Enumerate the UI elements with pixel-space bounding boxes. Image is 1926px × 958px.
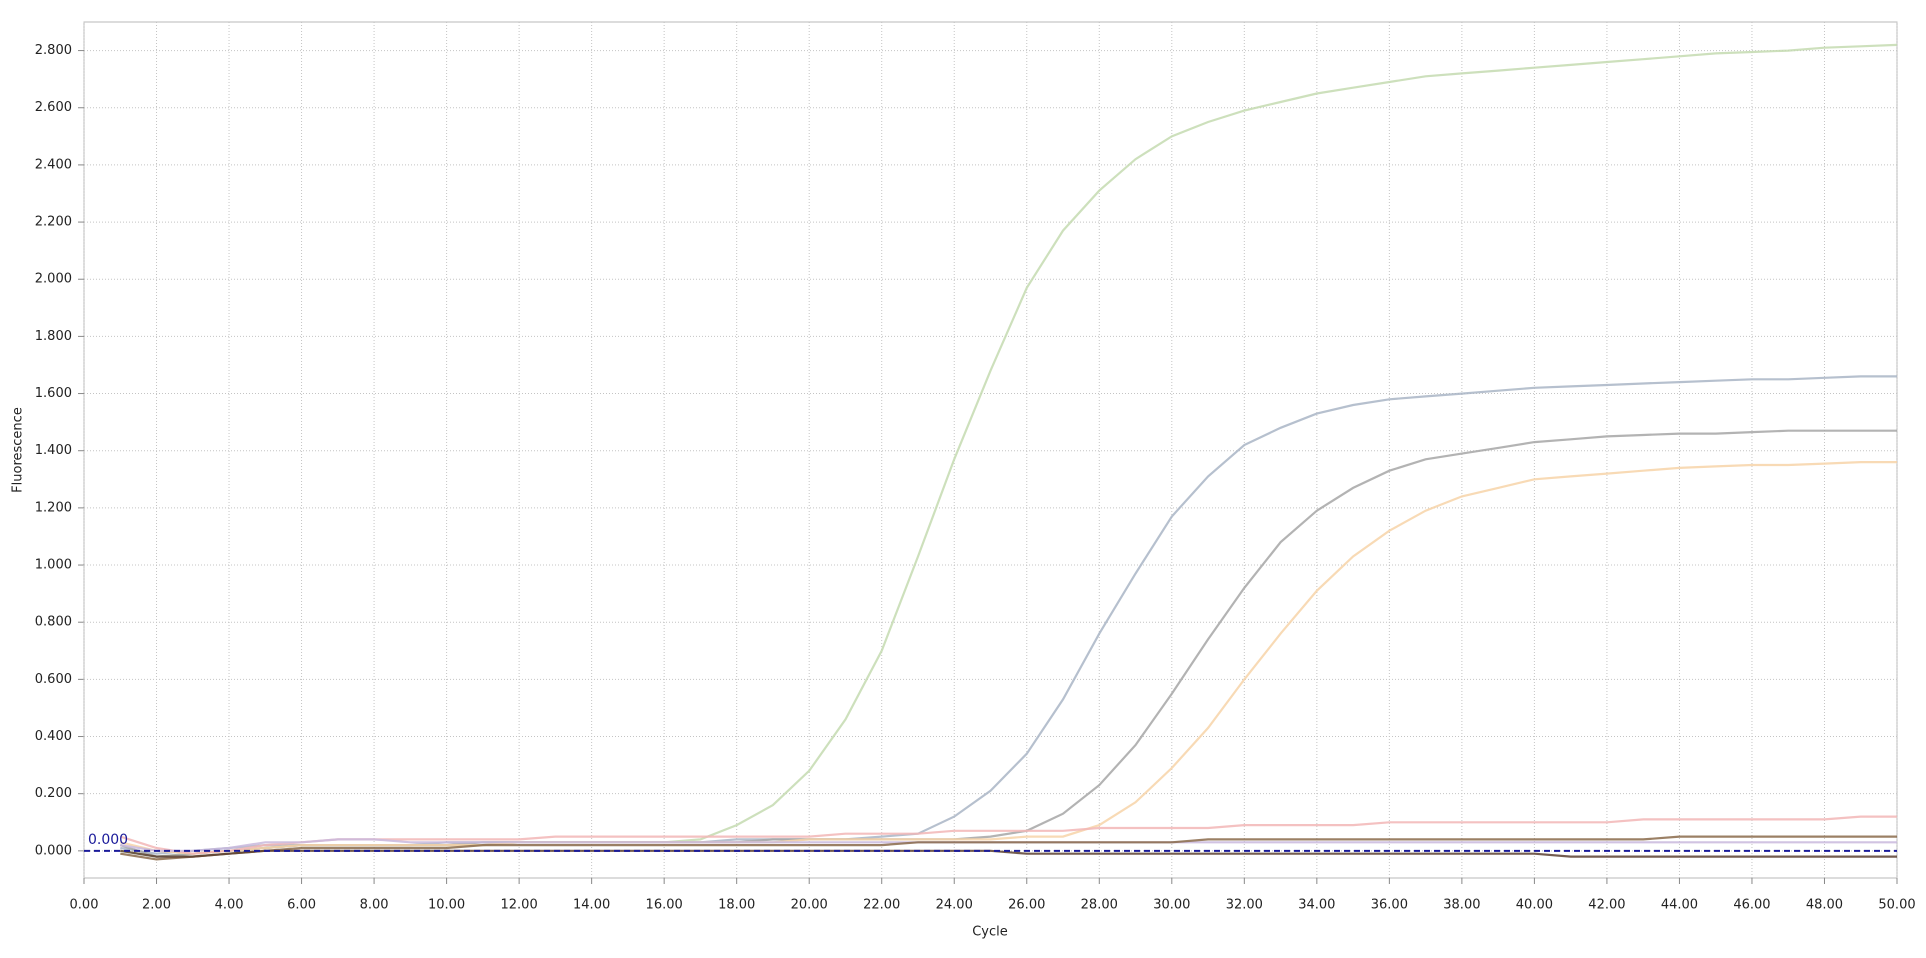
x-tick-label: 4.00: [215, 898, 244, 913]
plot-area: [83, 21, 1898, 879]
x-tick-label: 46.00: [1733, 898, 1770, 913]
x-tick-label: 44.00: [1661, 898, 1698, 913]
x-tick-label: 24.00: [936, 898, 973, 913]
x-tick-label: 40.00: [1516, 898, 1553, 913]
threshold-label: 0.000: [88, 832, 128, 848]
x-tick-label: 30.00: [1153, 898, 1190, 913]
y-axis-label: Fluorescence: [11, 407, 26, 493]
y-tick-label: 1.400: [35, 443, 72, 458]
x-tick-label: 12.00: [501, 898, 538, 913]
x-tick-label: 32.00: [1226, 898, 1263, 913]
x-tick-label: 50.00: [1878, 898, 1915, 913]
y-tick-label: 0.000: [35, 843, 72, 858]
x-axis-label: Cycle: [972, 925, 1008, 940]
x-tick-label: 26.00: [1008, 898, 1045, 913]
x-tick-label: 18.00: [718, 898, 755, 913]
y-tick-label: 2.800: [35, 43, 72, 58]
y-tick-label: 0.800: [35, 615, 72, 630]
x-tick-label: 48.00: [1806, 898, 1843, 913]
y-tick-label: 2.000: [35, 272, 72, 287]
y-tick-label: 2.200: [35, 215, 72, 230]
series-line: [119, 815, 1897, 855]
y-tick-label: 1.000: [35, 558, 72, 573]
y-tick-label: 0.600: [35, 672, 72, 687]
x-tick-label: 34.00: [1298, 898, 1335, 913]
x-tick-label: 38.00: [1443, 898, 1480, 913]
x-tick-label: 2.00: [142, 898, 171, 913]
x-tick-label: 22.00: [863, 898, 900, 913]
x-tick-label: 20.00: [791, 898, 828, 913]
series-line: [120, 835, 1897, 861]
x-tick-label: 42.00: [1588, 898, 1625, 913]
x-tick-label: 0.00: [70, 898, 99, 913]
x-tick-label: 8.00: [360, 898, 389, 913]
x-tick-label: 36.00: [1371, 898, 1408, 913]
series-line: [120, 461, 1897, 855]
y-tick-label: 0.400: [35, 729, 72, 744]
y-tick-label: 1.800: [35, 329, 72, 344]
x-tick-label: 28.00: [1081, 898, 1118, 913]
y-tick-label: 1.600: [35, 386, 72, 401]
x-tick-label: 14.00: [573, 898, 610, 913]
y-tick-label: 2.400: [35, 157, 72, 172]
y-tick-label: 0.200: [35, 786, 72, 801]
y-tick-label: 2.600: [35, 100, 72, 115]
x-tick-label: 16.00: [646, 898, 683, 913]
y-tick-label: 1.200: [35, 500, 72, 515]
x-tick-label: 10.00: [428, 898, 465, 913]
x-tick-label: 6.00: [287, 898, 316, 913]
